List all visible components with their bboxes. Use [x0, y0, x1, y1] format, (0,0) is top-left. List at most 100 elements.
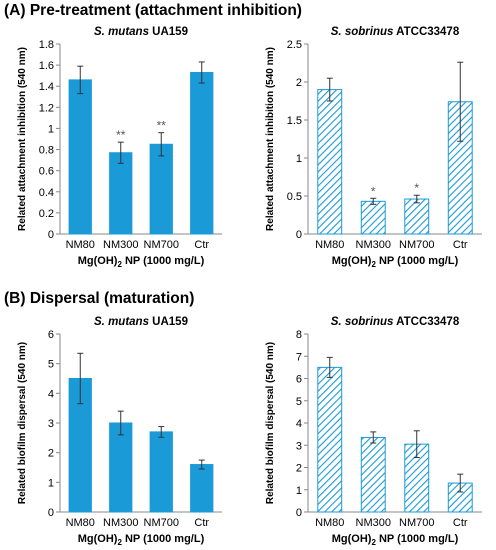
chart-b-s-sobrinus: S. sobrinus ATCC33478 0 1 2 3 4 5 6 7 8 Related bi… — [265, 316, 482, 547]
x-tick-label: NM80 — [315, 239, 344, 251]
y-tick-label: 3 — [296, 440, 302, 452]
y-tick-label: 1.4 — [39, 81, 54, 93]
x-tick-label: NM700 — [399, 517, 434, 529]
section-b-title: Dispersal (maturation) — [29, 290, 195, 307]
y-axis-label: Related attachment inhibition (540 nm) — [265, 47, 276, 231]
y-tick-label: 1 — [48, 477, 54, 489]
chart-title: S. mutans UA159 — [94, 316, 188, 328]
x-tick-label: Ctr — [453, 517, 468, 529]
y-axis-label: Related biofilm dispersal (540 nm) — [17, 342, 28, 504]
y-tick-label: 3 — [48, 418, 54, 430]
bar — [149, 431, 173, 513]
y-axis-label: Related biofilm dispersal (540 nm) — [265, 342, 276, 504]
y-tick-label: 7 — [296, 351, 302, 363]
x-axis-label-main: Mg(OH) — [332, 533, 372, 545]
x-axis-label-sub: 2 — [117, 538, 122, 547]
section-a-title: Pre-treatment (attachment inhibition) — [29, 2, 302, 19]
y-tick-label: 2 — [48, 448, 54, 460]
x-tick-label: NM700 — [144, 239, 179, 251]
y-tick-label: 5 — [296, 396, 302, 408]
y-tick-label: 0 — [48, 507, 54, 519]
chart-title: S. mutans UA159 — [94, 26, 188, 38]
bar — [317, 89, 343, 235]
chart-title-strain: UA159 — [149, 26, 188, 38]
x-tick-label: NM700 — [144, 517, 179, 529]
section-b-label: (B) — [4, 290, 26, 307]
chart-title: S. sobrinus ATCC33478 — [331, 316, 460, 328]
x-axis-label-sub: 2 — [371, 538, 376, 547]
y-tick-label: 1.5 — [287, 115, 302, 127]
section-a-label: (A) — [4, 2, 26, 19]
x-tick-label: NM300 — [103, 517, 138, 529]
x-tick-label: NM80 — [66, 239, 95, 251]
x-axis-label-main: Mg(OH) — [78, 255, 118, 267]
section-b-heading: (B) Dispersal (maturation) — [4, 290, 194, 308]
chart-title-strain: ATCC33478 — [393, 316, 459, 328]
y-tick-label: 2 — [296, 463, 302, 475]
x-axis-label: Mg(OH)2 NP (1000 mg/L) — [78, 533, 205, 547]
x-axis-label-sub: 2 — [371, 260, 376, 269]
x-tick-label: NM80 — [315, 517, 344, 529]
bar — [190, 464, 214, 513]
y-tick-label: 0.5 — [287, 191, 302, 203]
chart-title-species: S. mutans — [94, 316, 149, 328]
chart-title-strain: ATCC33478 — [393, 26, 459, 38]
x-tick-label: NM300 — [356, 517, 391, 529]
x-tick-label: NM300 — [103, 239, 138, 251]
y-tick-label: 1 — [296, 153, 302, 165]
x-axis-label-rest: NP (1000 mg/L) — [122, 255, 205, 267]
x-tick-label: NM700 — [399, 239, 434, 251]
chart-title-species: S. sobrinus — [331, 26, 394, 38]
y-tick-label: 1 — [48, 123, 54, 135]
significance-label: * — [414, 181, 419, 195]
chart-title-species: S. sobrinus — [331, 316, 394, 328]
chart-title-species: S. mutans — [94, 26, 149, 38]
x-axis-label-main: Mg(OH) — [332, 255, 372, 267]
x-axis-label-rest: NP (1000 mg/L) — [376, 255, 459, 267]
y-tick-label: 0.8 — [39, 145, 54, 157]
bar — [109, 152, 133, 235]
y-tick-label: 4 — [48, 388, 54, 400]
y-tick-label: 4 — [296, 418, 302, 430]
chart-title: S. sobrinus ATCC33478 — [331, 26, 460, 38]
bar — [68, 79, 92, 235]
x-axis-label-rest: NP (1000 mg/L) — [122, 533, 205, 545]
chart-a-s-sobrinus: S. sobrinus ATCC33478 0 0.5 1 1.5 2 2.5 Related… — [265, 26, 482, 269]
y-tick-label: 0.2 — [39, 208, 54, 220]
bar — [109, 422, 133, 513]
y-tick-label: 0.6 — [39, 166, 54, 178]
y-tick-label: 5 — [48, 359, 54, 371]
x-axis-label-sub: 2 — [117, 260, 122, 269]
x-tick-label: Ctr — [453, 239, 468, 251]
y-tick-label: 8 — [296, 329, 302, 341]
y-tick-label: 0 — [48, 229, 54, 241]
x-axis-label: Mg(OH)2 NP (1000 mg/L) — [332, 255, 459, 269]
chart-title-strain: UA159 — [149, 316, 188, 328]
bar — [317, 366, 343, 513]
y-tick-label: 1 — [296, 485, 302, 497]
x-tick-label: NM80 — [66, 517, 95, 529]
y-tick-label: 0 — [296, 229, 302, 241]
x-tick-label: Ctr — [194, 239, 209, 251]
bar — [360, 436, 386, 513]
y-tick-label: 0.4 — [39, 187, 54, 199]
y-tick-label: 6 — [48, 329, 54, 341]
x-axis-label-main: Mg(OH) — [78, 533, 118, 545]
bar — [149, 143, 173, 235]
y-tick-label: 1.2 — [39, 102, 54, 114]
x-tick-label: NM300 — [356, 239, 391, 251]
bar — [190, 72, 214, 235]
chart-a-s-mutans: S. mutans UA159 0 0.2 0.4 0.6 0.8 1 1.2 1.4 1.6 1.… — [17, 26, 222, 269]
section-a-heading: (A) Pre-treatment (attachment inhibition… — [4, 2, 302, 20]
x-tick-label: Ctr — [194, 517, 209, 529]
bar — [404, 198, 430, 235]
y-tick-label: 1.6 — [39, 60, 54, 72]
y-tick-label: 0 — [296, 507, 302, 519]
significance-label: ** — [157, 119, 167, 133]
significance-label: ** — [116, 128, 126, 142]
y-tick-label: 2.5 — [287, 39, 302, 51]
y-tick-label: 2 — [296, 77, 302, 89]
y-axis-label: Related attachment inhibition (540 nm) — [17, 47, 28, 231]
y-tick-label: 1.8 — [39, 39, 54, 51]
y-tick-label: 6 — [296, 374, 302, 386]
